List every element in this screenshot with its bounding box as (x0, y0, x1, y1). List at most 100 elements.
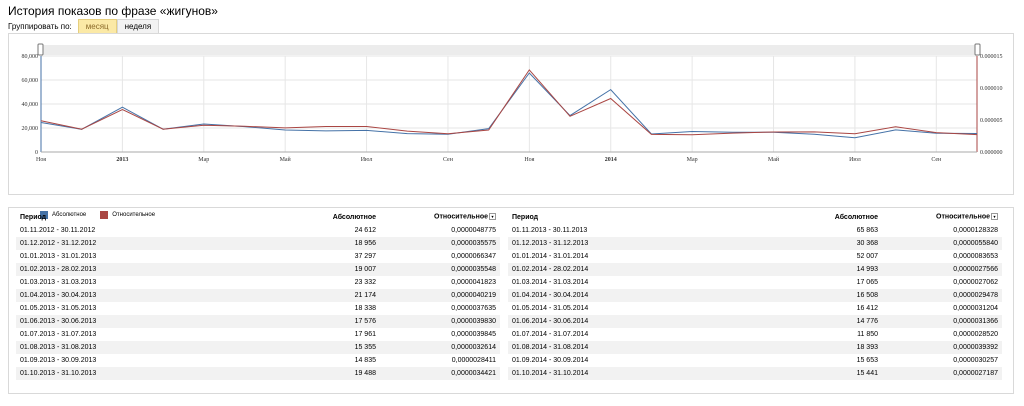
cell-relative: 0,0000039845 (451, 331, 496, 338)
legend-label-relative: Относительное (112, 212, 156, 218)
legend-label-absolute: Абсолютное (52, 212, 87, 218)
y-left-tick-label: 0 (35, 150, 38, 156)
cell-relative: 0,0000027187 (953, 370, 998, 377)
stats-table-left: Период Абсолютное Относительное ▾ 01.11.2… (16, 210, 500, 394)
cell-relative: 0,0000029478 (953, 292, 998, 299)
page-title: История показов по фразе «жигунов» (8, 4, 218, 18)
x-tick-label: Мар (687, 157, 698, 163)
chart-panel: 0 20,000 40,000 60,000 80,000 0.000000 0.00000… (8, 33, 1014, 219)
cell-relative: 0,0000030257 (953, 357, 998, 364)
table-row: 01.11.2012 - 30.11.2012 24 612 0,000004877… (16, 224, 500, 237)
x-tick-label: Ноя (36, 157, 46, 163)
table-row: 01.05.2014 - 31.05.2014 16 412 0,000003120… (508, 302, 1002, 315)
cell-absolute: 15 441 (856, 370, 878, 377)
stats-table-right: Период Абсолютное Относительное ▾ 01.11.2… (508, 210, 1002, 394)
header-absolute[interactable]: Абсолютное (332, 213, 376, 221)
cell-absolute: 52 007 (856, 253, 878, 260)
cell-absolute: 65 863 (856, 227, 878, 234)
header-relative[interactable]: Относительное ▾ (878, 213, 1002, 221)
table-header: Период Абсолютное Относительное ▾ (16, 210, 500, 224)
cell-absolute: 15 653 (856, 357, 878, 364)
cell-absolute: 19 488 (354, 370, 376, 377)
cell-absolute: 17 961 (354, 331, 376, 338)
cell-absolute: 18 338 (354, 305, 376, 312)
x-tick-label: Мар (198, 157, 209, 163)
cell-relative: 0,0000039392 (953, 344, 998, 351)
cell-absolute: 16 508 (856, 292, 878, 299)
sort-icon[interactable]: ▾ (991, 213, 998, 221)
legend-item-absolute[interactable]: Абсолютное (40, 211, 86, 219)
table-row: 01.09.2014 - 30.09.2014 15 653 0,000003025… (508, 354, 1002, 367)
group-month-button[interactable]: месяц (77, 19, 117, 34)
table-row: 01.04.2013 - 30.04.2013 21 174 0,000004021… (16, 289, 500, 302)
table-body-left: 01.11.2012 - 30.11.2012 24 612 0,000004877… (16, 224, 500, 380)
x-tick-label: 2014 (605, 157, 617, 163)
line-chart: 0 20,000 40,000 60,000 80,000 0.000000 0.00000… (22, 43, 1003, 163)
table-header: Период Абсолютное Относительное ▾ (508, 210, 1002, 224)
table-row: 01.12.2013 - 31.12.2013 30 368 0,000005584… (508, 237, 1002, 250)
x-tick-label: Сен (443, 157, 454, 163)
cell-period: 01.11.2012 - 30.11.2012 (20, 227, 96, 234)
cell-relative: 0,0000039830 (451, 318, 496, 325)
table-row: 01.03.2013 - 31.03.2013 23 332 0,000004182… (16, 276, 500, 289)
sort-icon[interactable]: ▾ (489, 213, 496, 221)
cell-absolute: 18 956 (354, 240, 376, 247)
cell-absolute: 14 993 (856, 266, 878, 273)
cell-relative: 0,0000128328 (953, 227, 998, 234)
cell-absolute: 21 174 (354, 292, 376, 299)
cell-period: 01.06.2013 - 30.06.2013 (20, 318, 97, 325)
table-row: 01.06.2014 - 30.06.2014 14 776 0,000003136… (508, 315, 1002, 328)
cell-period: 01.08.2013 - 31.08.2013 (20, 344, 97, 351)
cell-absolute: 11 850 (857, 331, 878, 338)
table-row: 01.10.2014 - 31.10.2014 15 441 0,000002718… (508, 367, 1002, 380)
legend-item-relative[interactable]: Относительное (100, 211, 155, 219)
cell-relative: 0,0000028520 (953, 331, 998, 338)
cell-relative: 0,0000083653 (953, 253, 998, 260)
x-tick-label: Май (768, 156, 780, 163)
cell-period: 01.03.2013 - 31.03.2013 (20, 279, 97, 286)
cell-relative: 0,0000027566 (953, 266, 998, 273)
chart-legend: Абсолютное Относительное (40, 211, 169, 219)
cell-relative: 0,0000041823 (451, 279, 496, 286)
table-row: 01.08.2013 - 31.08.2013 15 355 0,000003261… (16, 341, 500, 354)
header-period[interactable]: Период (20, 213, 47, 221)
group-week-button[interactable]: неделя (116, 19, 160, 34)
header-absolute[interactable]: Абсолютное (834, 213, 878, 221)
table-row: 01.05.2013 - 31.05.2013 18 338 0,000003763… (16, 302, 500, 315)
navigator-band (41, 45, 977, 55)
y-left-tick-label: 60,000 (22, 78, 39, 84)
table-row: 01.01.2013 - 31.01.2013 37 297 0,000006634… (16, 250, 500, 263)
table-row: 01.06.2013 - 30.06.2013 17 576 0,000003983… (16, 315, 500, 328)
table-row: 01.02.2014 - 28.02.2014 14 993 0,000002756… (508, 263, 1002, 276)
table-row: 01.12.2012 - 31.12.2012 18 956 0,000003557… (16, 237, 500, 250)
cell-absolute: 18 393 (856, 344, 878, 351)
cell-period: 01.10.2013 - 31.10.2013 (20, 370, 97, 377)
cell-absolute: 30 368 (856, 240, 878, 247)
cell-absolute: 19 007 (354, 266, 376, 273)
header-period[interactable]: Период (512, 213, 539, 221)
cell-relative: 0,0000055840 (953, 240, 998, 247)
cell-period: 01.08.2014 - 31.08.2014 (512, 344, 589, 351)
table-row: 01.02.2013 - 28.02.2013 19 007 0,000003554… (16, 263, 500, 276)
cell-relative: 0,0000048775 (451, 227, 496, 234)
navigator-handle-left[interactable] (37, 43, 44, 56)
cell-period: 01.01.2013 - 31.01.2013 (20, 253, 97, 260)
x-tick-label: Май (280, 156, 292, 163)
cell-period: 01.04.2013 - 30.04.2013 (20, 292, 97, 299)
header-relative[interactable]: Относительное ▾ (376, 213, 500, 221)
y-left-tick-label: 40,000 (22, 102, 39, 108)
cell-period: 01.07.2014 - 31.07.2014 (512, 331, 589, 338)
cell-period: 01.11.2013 - 30.11.2013 (512, 227, 588, 234)
cell-relative: 0,0000028411 (451, 357, 496, 364)
cell-period: 01.02.2013 - 28.02.2013 (20, 266, 97, 273)
table-row: 01.07.2014 - 31.07.2014 11 850 0,000002852… (508, 328, 1002, 341)
table-row: 01.08.2014 - 31.08.2014 18 393 0,000003939… (508, 341, 1002, 354)
cell-relative: 0,0000035548 (451, 266, 496, 273)
cell-relative: 0,0000037635 (451, 305, 496, 312)
cell-relative: 0,0000031204 (953, 305, 998, 312)
x-tick-label: Июл (361, 157, 373, 163)
table-body-right: 01.11.2013 - 30.11.2013 65 863 0,000012832… (508, 224, 1002, 380)
group-by-control: Группировать по: месяц неделя (8, 19, 160, 34)
navigator-handle-right[interactable] (974, 43, 981, 56)
x-tick-label: Сен (931, 157, 942, 163)
